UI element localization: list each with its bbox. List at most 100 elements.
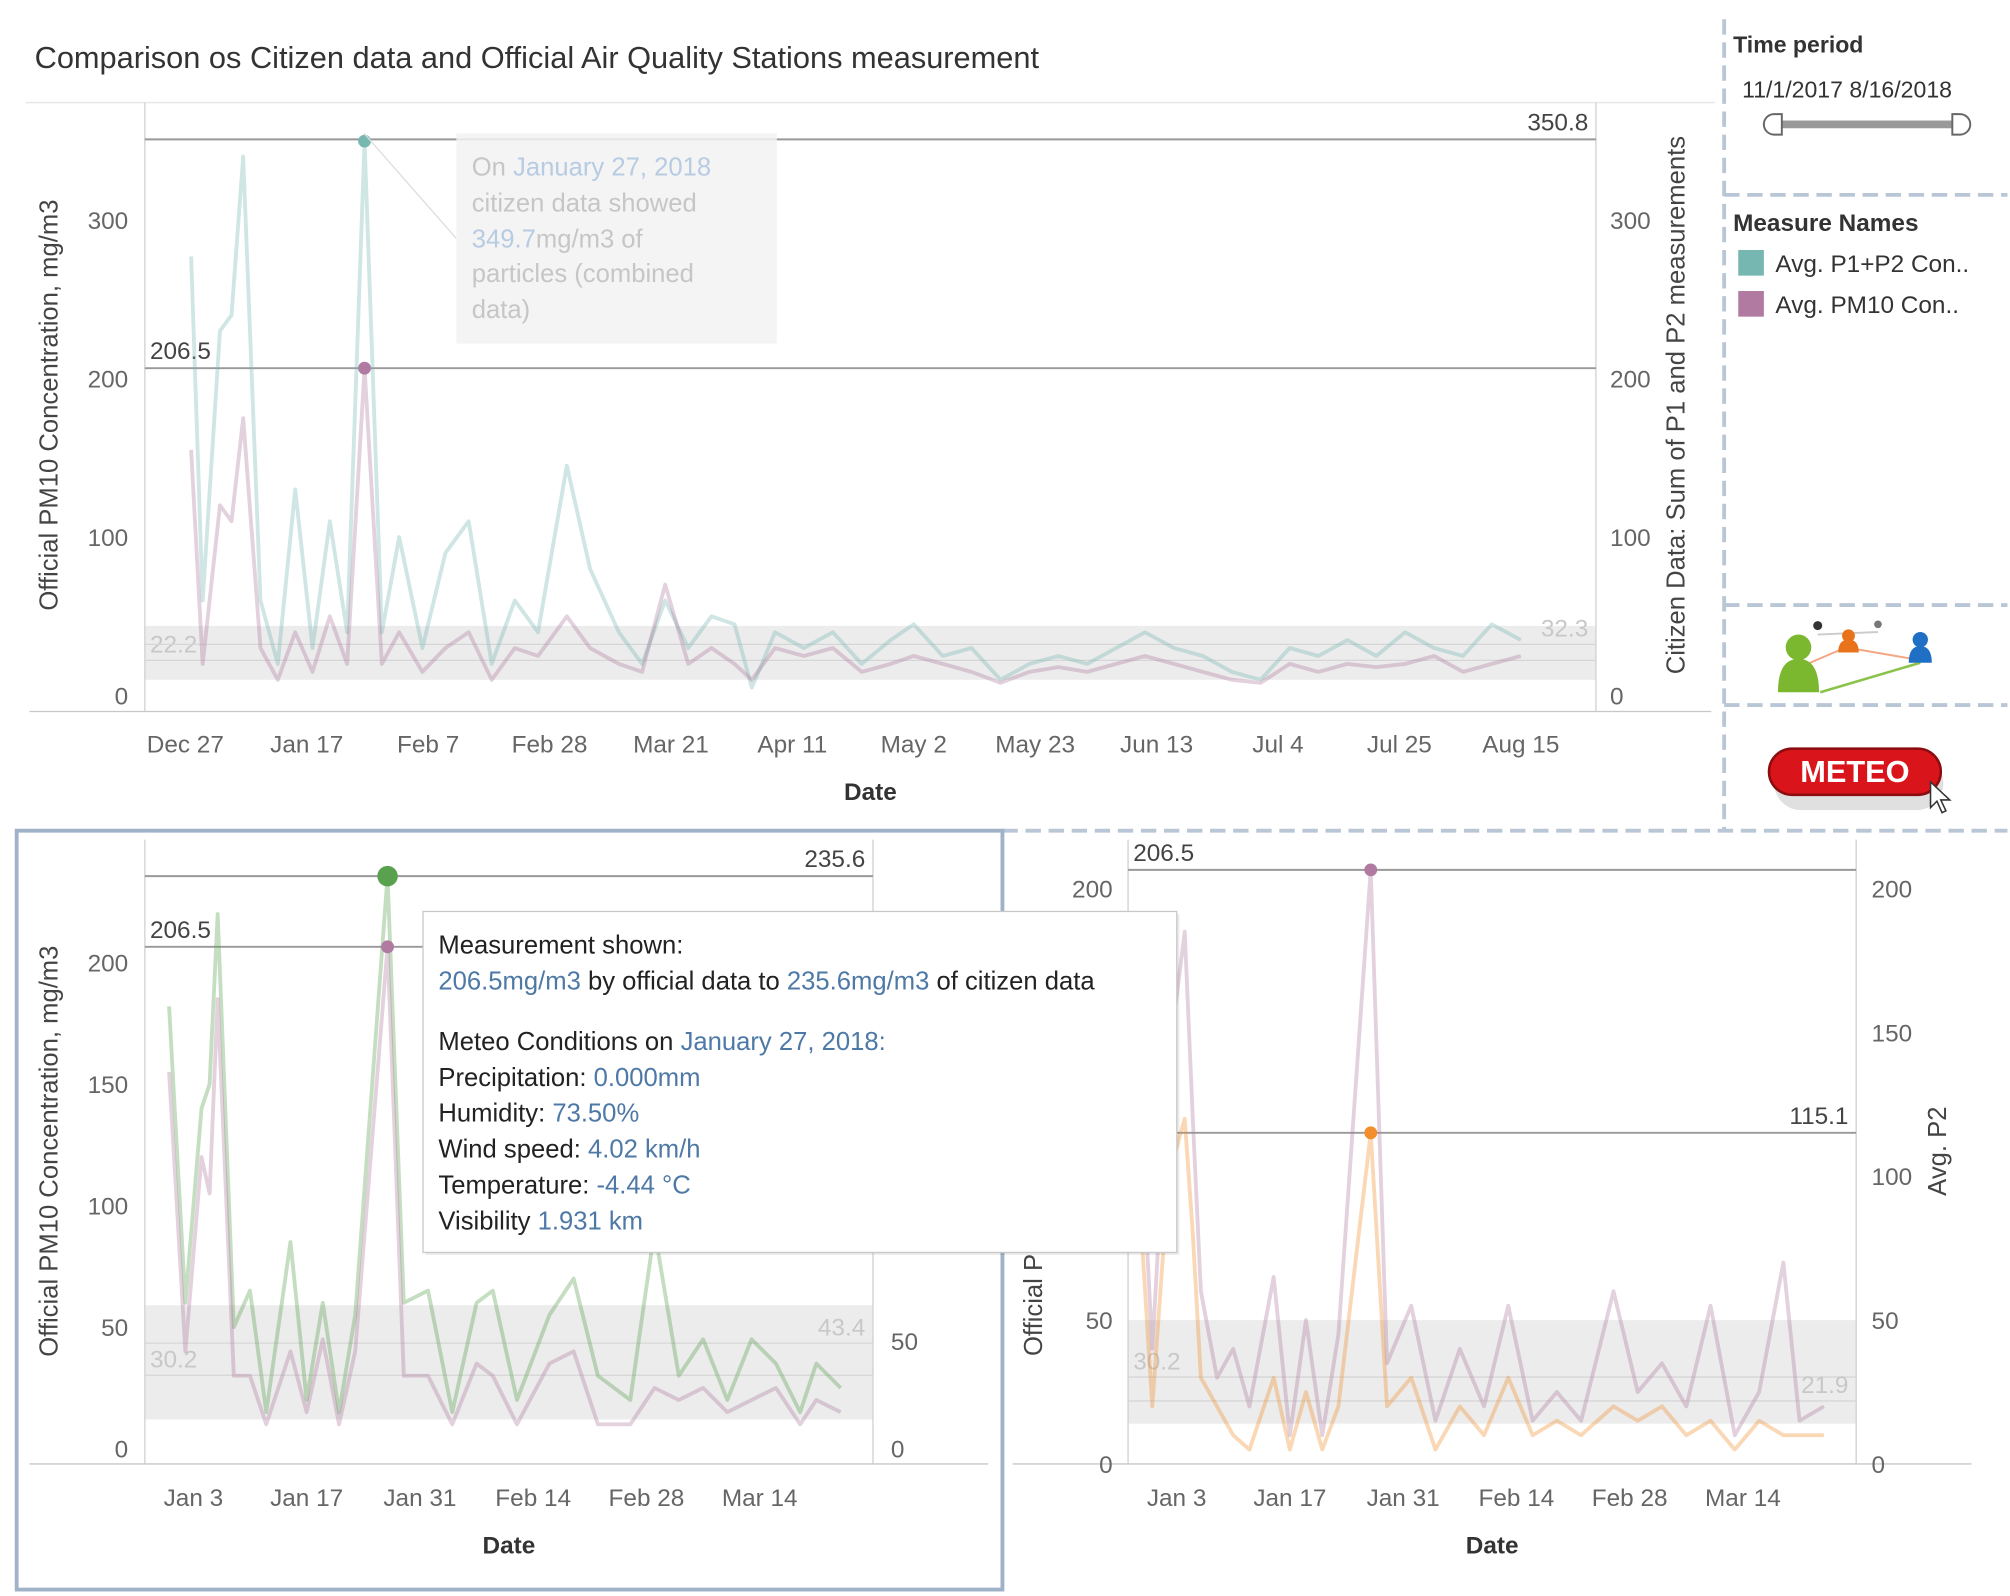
y-tick-label: 150 (88, 1072, 129, 1099)
y-tick-label: 50 (1086, 1308, 1113, 1335)
x-tick-label: Dec 27 (147, 731, 224, 758)
tooltip-text: Meteo Conditions on (438, 1028, 680, 1056)
reference-band (144, 1305, 873, 1420)
series-line (189, 366, 1522, 685)
y2-tick-label: 100 (1610, 525, 1651, 552)
legend-label: Avg. P1+P2 Con.. (1775, 251, 1969, 278)
tooltip-value: 1.931 km (538, 1207, 643, 1235)
tooltip-line: Precipitation: 0.000mm (438, 1064, 700, 1092)
x-tick-label: Aug 15 (1482, 731, 1559, 758)
average-label: 32.3 (1541, 616, 1588, 643)
sidebar: Time period 11/1/2017 8/16/2018 Measure … (1733, 32, 1972, 814)
tooltip-text: Humidity: (438, 1100, 552, 1128)
highlight-point (358, 134, 371, 148)
annotation-line: 349.7mg/m3 of (472, 225, 644, 253)
annotation-line: particles (combined (472, 260, 694, 288)
y2-tick-label: 50 (891, 1329, 918, 1356)
slider-handle[interactable] (1762, 113, 1783, 136)
chart: 22.2 32.3 0 100 200 300 0 100 200 300 Dec 27 Jan 17… (29, 102, 1712, 806)
x-tick-label: Mar 14 (722, 1485, 798, 1512)
legend-swatch (1738, 249, 1764, 276)
annotation-line: data) (472, 296, 530, 324)
people-icon (1777, 620, 1932, 694)
button-label[interactable]: METEO (1800, 754, 1909, 789)
tooltip-text: of citizen data (929, 968, 1095, 996)
x-tick-label: Feb 7 (397, 731, 459, 758)
series-line (1134, 867, 1825, 1438)
tooltip-line: Visibility 1.931 km (438, 1207, 643, 1235)
tooltip-text: Precipitation: (438, 1064, 593, 1092)
y-axis-title: Official PM10 Concentration, mg/m3 (36, 200, 64, 611)
y-tick-label: 100 (88, 1194, 129, 1221)
tooltip-value: 235.6mg/m3 (787, 968, 929, 996)
y2-axis-title: Avg. P2 (1924, 1107, 1952, 1196)
y-tick-label: 300 (88, 208, 129, 235)
annotation-connector (363, 132, 457, 239)
average-label: 43.4 (818, 1314, 865, 1341)
x-tick-label: Apr 11 (757, 731, 827, 758)
y-tick-label: 0 (115, 1437, 129, 1464)
y-tick-label: 200 (88, 951, 129, 978)
tooltip-line: Temperature: -4.44 °C (438, 1171, 690, 1199)
average-label: 22.2 (150, 632, 197, 659)
x-tick-label: Feb 28 (512, 731, 588, 758)
y-axis-title: Official P (1020, 1254, 1048, 1356)
y2-tick-label: 200 (1610, 366, 1651, 393)
series-line (167, 874, 843, 1415)
y2-tick-label: 50 (1872, 1308, 1899, 1335)
series-line (1134, 1116, 1824, 1452)
layout-dividers (1002, 19, 2008, 833)
y2-tick-label: 0 (1610, 684, 1624, 711)
chart: 30.2 21.9 0 50 200 0 50 100 150 200 Jan 3 Jan 17 Jan… (1012, 839, 1972, 1560)
y2-tick-label: 150 (1872, 1020, 1913, 1047)
charts: 22.2 32.3 0 100 200 300 0 100 200 300 Dec 27 Jan 17… (29, 102, 1972, 1560)
slider-handle[interactable] (1951, 113, 1972, 136)
tooltip-line: Wind speed: 4.02 km/h (438, 1136, 700, 1164)
highlight-point (1364, 1126, 1378, 1140)
series-line (167, 944, 842, 1427)
legend-swatch (1738, 291, 1764, 317)
reference-band (1128, 1320, 1857, 1424)
y2-tick-label: 0 (1872, 1452, 1886, 1479)
x-axis-title: Date (844, 779, 897, 806)
tooltip: Measurement shown: 206.5mg/m3 by officia… (422, 910, 1180, 1255)
dashboard-title: Comparison os Citizen data and Official … (35, 40, 1040, 75)
annotation: On January 27, 2018 citizen data showed … (363, 132, 777, 344)
annotation-line: citizen data showed (472, 190, 697, 218)
x-tick-label: Jan 17 (270, 1485, 343, 1512)
filter-range: 11/1/2017 8/16/2018 (1742, 76, 1952, 102)
x-tick-label: Jan 3 (164, 1485, 224, 1512)
x-tick-label: Feb 14 (495, 1485, 571, 1512)
x-tick-label: Feb 14 (1478, 1485, 1554, 1512)
tooltip-heading: Measurement shown: (438, 932, 683, 960)
y-tick-label: 50 (101, 1315, 128, 1342)
tooltip-value: 0.000mm (594, 1064, 701, 1092)
average-label: 30.2 (1133, 1348, 1180, 1375)
tooltip-rows: Precipitation: 0.000mm Humidity: 73.50% Wi… (438, 1064, 700, 1236)
slider-range (1781, 120, 1958, 129)
x-tick-label: Mar 14 (1705, 1485, 1781, 1512)
tooltip-box (422, 910, 1178, 1254)
reference-label: 350.8 (1527, 109, 1588, 136)
x-tick-label: Jan 31 (1367, 1485, 1440, 1512)
legend-title: Measure Names (1733, 210, 1918, 237)
x-tick-label: Jan 17 (270, 731, 343, 758)
cursor (1929, 780, 1952, 814)
x-tick-label: Mar 21 (633, 731, 709, 758)
y2-tick-label: 300 (1610, 208, 1651, 235)
x-tick-label: Feb 28 (1592, 1485, 1668, 1512)
tooltip-value: -4.44 °C (596, 1171, 690, 1199)
reference-label: 235.6 (804, 846, 865, 873)
meteo-button[interactable]: METEO (1767, 747, 1952, 814)
y-tick-label: 0 (1099, 1452, 1113, 1479)
y-tick-label: 100 (88, 525, 129, 552)
average-label: 21.9 (1801, 1372, 1848, 1399)
average-label: 30.2 (150, 1347, 197, 1374)
highlight-point (358, 361, 371, 375)
tooltip-line: Humidity: 73.50% (438, 1100, 639, 1128)
reference-band (144, 625, 1596, 680)
x-tick-label: May 23 (995, 731, 1075, 758)
y-tick-label: 200 (1072, 877, 1113, 904)
x-tick-label: Jun 13 (1120, 731, 1193, 758)
